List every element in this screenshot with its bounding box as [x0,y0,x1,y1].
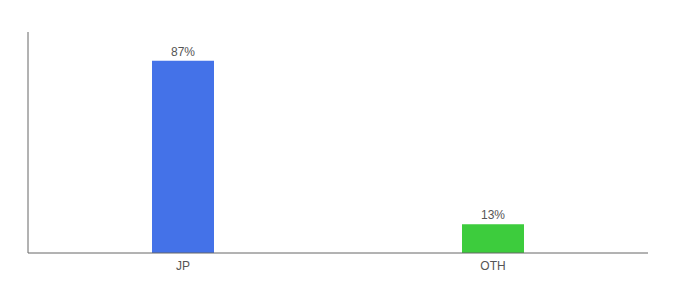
svg-text:OTH: OTH [480,259,505,273]
svg-text:JP: JP [176,259,190,273]
svg-text:13%: 13% [481,208,505,222]
svg-text:87%: 87% [171,45,195,59]
